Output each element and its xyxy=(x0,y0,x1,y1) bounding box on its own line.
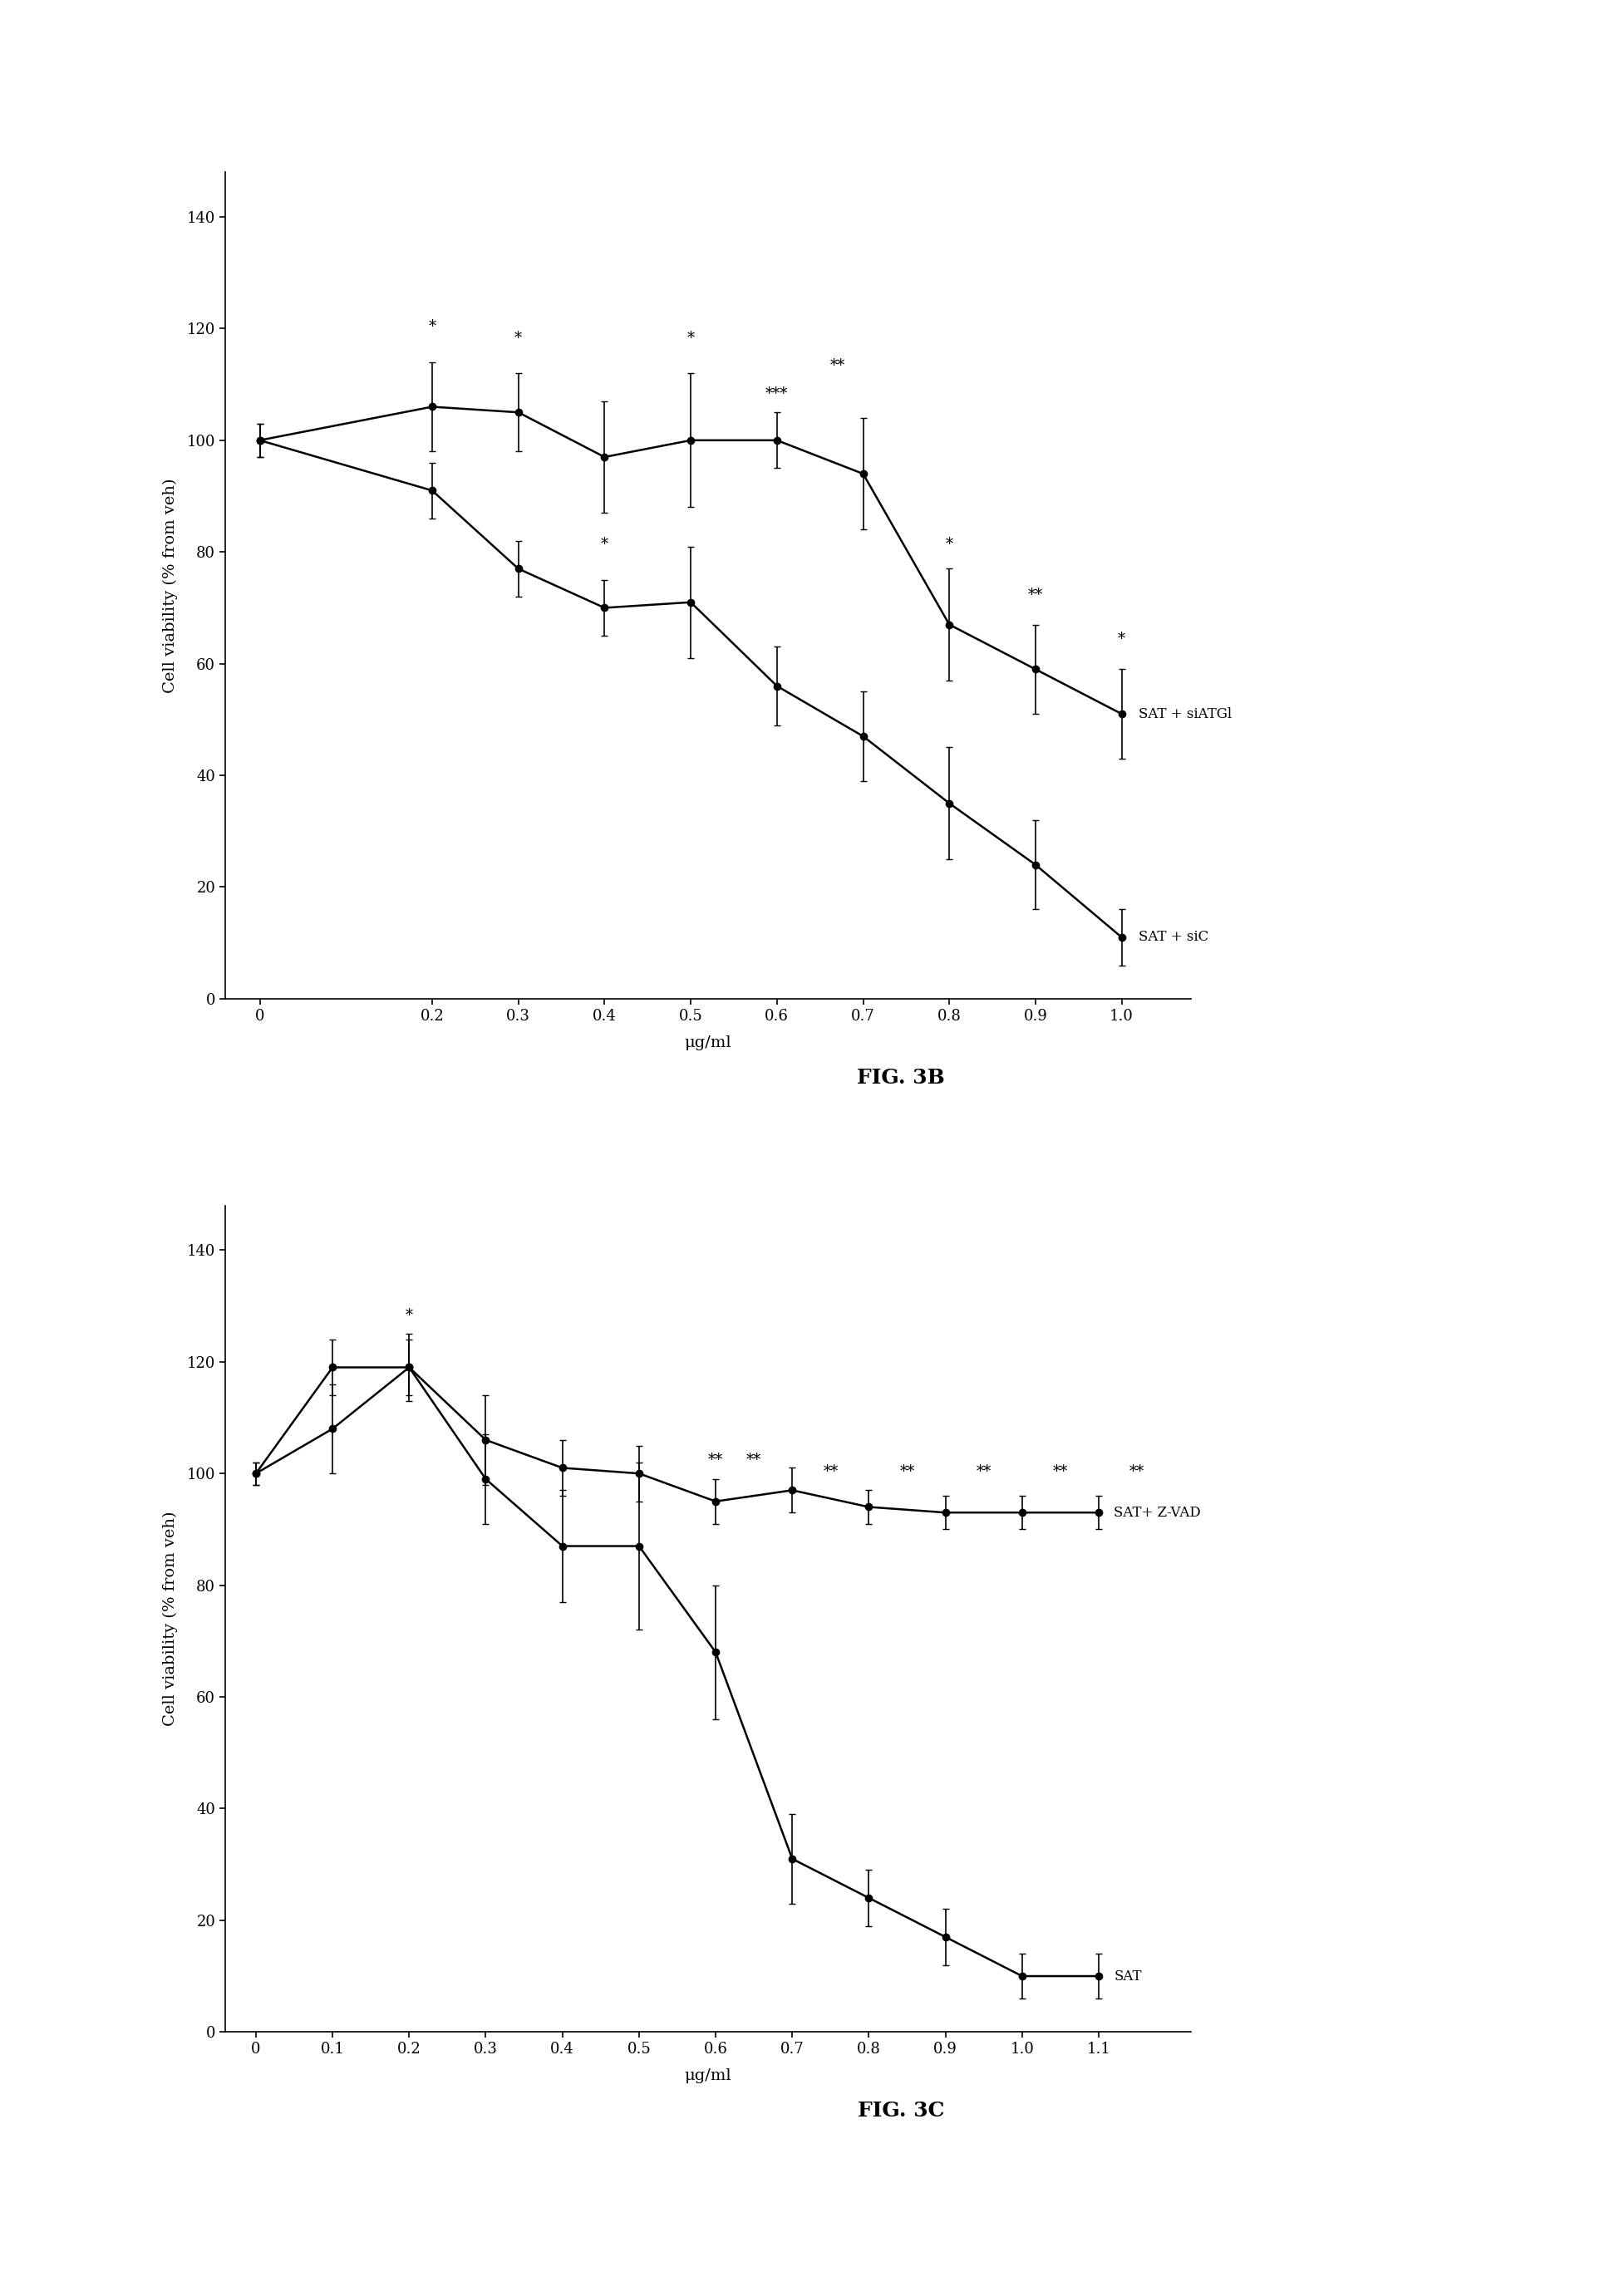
Text: *: * xyxy=(1118,631,1125,647)
Text: SAT + siATGl: SAT + siATGl xyxy=(1139,707,1232,721)
X-axis label: μg/ml: μg/ml xyxy=(684,1035,732,1049)
X-axis label: μg/ml: μg/ml xyxy=(684,2069,732,2082)
Text: **: ** xyxy=(830,358,845,374)
Text: SAT: SAT xyxy=(1113,1970,1142,1984)
Text: FIG. 3B: FIG. 3B xyxy=(858,1068,944,1088)
Text: **: ** xyxy=(1052,1465,1068,1479)
Text: *: * xyxy=(687,331,695,344)
Text: SAT + siC: SAT + siC xyxy=(1139,930,1208,944)
Text: SAT+ Z-VAD: SAT+ Z-VAD xyxy=(1113,1506,1200,1520)
Y-axis label: Cell viability (% from veh): Cell viability (% from veh) xyxy=(163,478,177,693)
Text: *: * xyxy=(515,331,521,344)
Text: **: ** xyxy=(899,1465,916,1479)
Text: ***: *** xyxy=(766,386,788,402)
Text: **: ** xyxy=(747,1453,761,1467)
Text: FIG. 3C: FIG. 3C xyxy=(858,2101,944,2122)
Text: **: ** xyxy=(822,1465,838,1479)
Text: *: * xyxy=(946,537,953,551)
Text: **: ** xyxy=(708,1453,722,1467)
Text: **: ** xyxy=(977,1465,991,1479)
Text: *: * xyxy=(405,1309,414,1322)
Text: *: * xyxy=(428,319,436,335)
Text: **: ** xyxy=(1028,588,1043,602)
Y-axis label: Cell viability (% from veh): Cell viability (% from veh) xyxy=(163,1511,177,1727)
Text: *: * xyxy=(600,537,608,551)
Text: **: ** xyxy=(1130,1465,1144,1479)
